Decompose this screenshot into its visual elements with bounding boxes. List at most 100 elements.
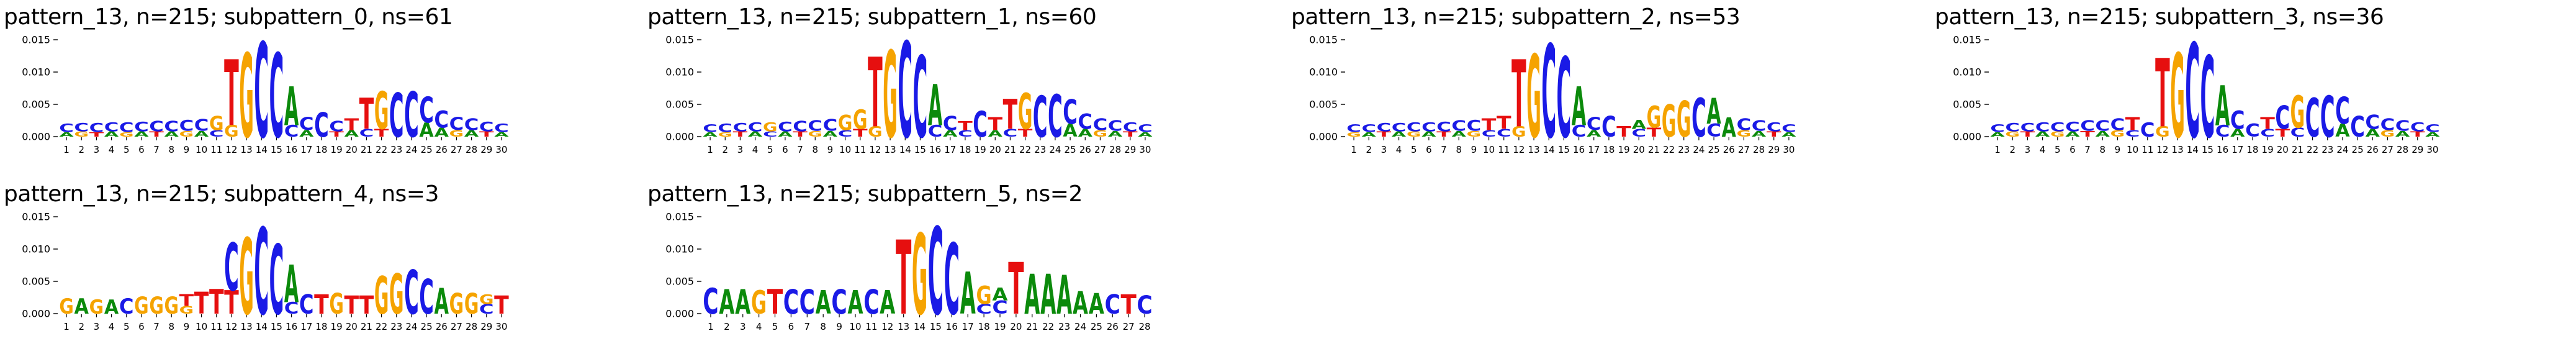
logo-letter-T: T	[733, 130, 748, 138]
logo-letter-C: C	[1137, 290, 1152, 319]
logo-letter-C: C	[2035, 120, 2050, 134]
x-tick-label: 16	[2217, 144, 2228, 155]
logo-letter-C: C	[2320, 85, 2335, 150]
logo-title-0: pattern_13, n=215; subpattern_0, ns=61	[4, 4, 453, 30]
logo-letter-C: C	[898, 31, 912, 166]
logo-letter-G: G	[1737, 129, 1752, 138]
logo-letter-T: T	[1616, 124, 1631, 140]
logo-letter-A: A	[2335, 120, 2350, 140]
logo-letter-C: C	[404, 79, 419, 152]
logo-letter-C: C	[1361, 122, 1376, 135]
x-tick-label: 6	[788, 321, 795, 332]
logo-title-3: pattern_13, n=215; subpattern_3, ns=36	[1935, 4, 2384, 30]
logo-letter-A: A	[1073, 284, 1088, 320]
logo-letter-C: C	[1093, 115, 1108, 134]
logo-letter-A: A	[134, 130, 149, 138]
x-tick-label: 4	[109, 144, 115, 155]
x-tick-label: 28	[466, 144, 477, 155]
x-tick-label: 1	[708, 321, 714, 332]
logo-letter-G: G	[2290, 86, 2305, 138]
logo-letter-C: C	[284, 299, 299, 317]
logo-letter-T: T	[1123, 130, 1138, 138]
x-tick-label: 1	[63, 321, 70, 332]
logo-letter-G: G	[838, 111, 852, 135]
x-tick-label: 3	[94, 144, 100, 155]
logo-letter-A: A	[59, 131, 74, 138]
logo-letter-C: C	[2125, 128, 2140, 138]
logo-letter-A: A	[464, 128, 479, 138]
logo-letter-C: C	[2230, 106, 2245, 135]
x-tick-label: 10	[196, 144, 207, 155]
x-tick-label: 10	[839, 144, 851, 155]
logo-letter-C: C	[973, 104, 988, 145]
logo-letter-C: C	[1377, 121, 1392, 134]
x-tick-label: 25	[1091, 321, 1102, 332]
logo-letter-A: A	[1752, 130, 1766, 138]
logo-letter-C: C	[1990, 122, 2005, 135]
logo-letter-T: T	[359, 89, 374, 138]
logo-letter-G: G	[1647, 100, 1662, 135]
x-tick-label: 9	[184, 144, 190, 155]
x-tick-label: 6	[1426, 144, 1432, 155]
logo-letter-A: A	[74, 294, 89, 319]
x-tick-label: 23	[1058, 321, 1070, 332]
x-tick-label: 7	[1441, 144, 1447, 155]
x-tick-label: 15	[271, 144, 282, 155]
x-tick-label: 16	[1573, 144, 1585, 155]
x-tick-label: 2	[78, 321, 84, 332]
logo-letter-G: G	[2050, 130, 2065, 138]
x-tick-label: 14	[899, 144, 911, 155]
logo-title-4: pattern_13, n=215; subpattern_4, ns=3	[4, 181, 439, 207]
x-tick-label: 17	[300, 144, 312, 155]
x-tick-label: 20	[1633, 144, 1645, 155]
logo-letter-C: C	[2140, 119, 2155, 141]
y-tick-label: 0.015	[665, 34, 694, 45]
x-tick-label: 9	[184, 321, 190, 332]
x-tick-label: 22	[376, 144, 387, 155]
logo-letter-C: C	[359, 127, 374, 139]
logo-letter-C: C	[1407, 120, 1421, 134]
logo-letter-T: T	[853, 127, 868, 139]
logo-letter-G: G	[1018, 83, 1033, 141]
logo-letter-A: A	[1108, 130, 1122, 138]
logo-letter-A: A	[1632, 117, 1647, 132]
x-tick-label: 14	[1543, 144, 1555, 155]
logo-letter-C: C	[1436, 120, 1451, 135]
logo-letter-T: T	[344, 116, 359, 134]
logo-title-5: pattern_13, n=215; subpattern_5, ns=2	[647, 181, 1083, 207]
x-tick-label: 2	[1366, 144, 1372, 155]
x-tick-label: 12	[225, 321, 237, 332]
x-tick-label: 29	[480, 321, 492, 332]
logo-letter-C: C	[928, 122, 943, 140]
logo-letter-A: A	[816, 284, 831, 322]
logo-letter-C: C	[763, 130, 778, 138]
logo-letter-A: A	[1063, 120, 1078, 140]
logo-letter-C: C	[831, 283, 847, 322]
logo-letter-A: A	[104, 296, 119, 319]
logo-letter-A: A	[1138, 131, 1153, 138]
x-tick-label: 8	[2099, 144, 2105, 155]
logo-letter-C: C	[808, 117, 822, 134]
logo-letter-G: G	[134, 292, 149, 319]
logo-letter-A: A	[435, 281, 449, 322]
logo-letter-C: C	[703, 281, 718, 323]
logo-letter-T: T	[896, 220, 911, 338]
logo-letter-A: A	[2366, 127, 2380, 139]
x-tick-label: 22	[2307, 144, 2318, 155]
logo-letter-C: C	[254, 31, 269, 166]
logo-letter-T: T	[2125, 114, 2140, 134]
logo-letter-C: C	[464, 115, 479, 134]
logo-letter-A: A	[928, 73, 943, 139]
x-tick-label: 15	[271, 321, 282, 332]
x-tick-label: 7	[153, 321, 160, 332]
x-tick-label: 29	[1124, 144, 1136, 155]
logo-letter-T: T	[329, 130, 344, 138]
logo-letter-C: C	[1587, 114, 1601, 135]
logo-letter-T: T	[2080, 129, 2095, 138]
x-tick-label: 20	[1010, 321, 1022, 332]
x-tick-label: 25	[2352, 144, 2364, 155]
x-tick-label: 18	[978, 321, 990, 332]
logo-letter-G: G	[2170, 31, 2185, 165]
logo-letter-T: T	[359, 290, 374, 319]
